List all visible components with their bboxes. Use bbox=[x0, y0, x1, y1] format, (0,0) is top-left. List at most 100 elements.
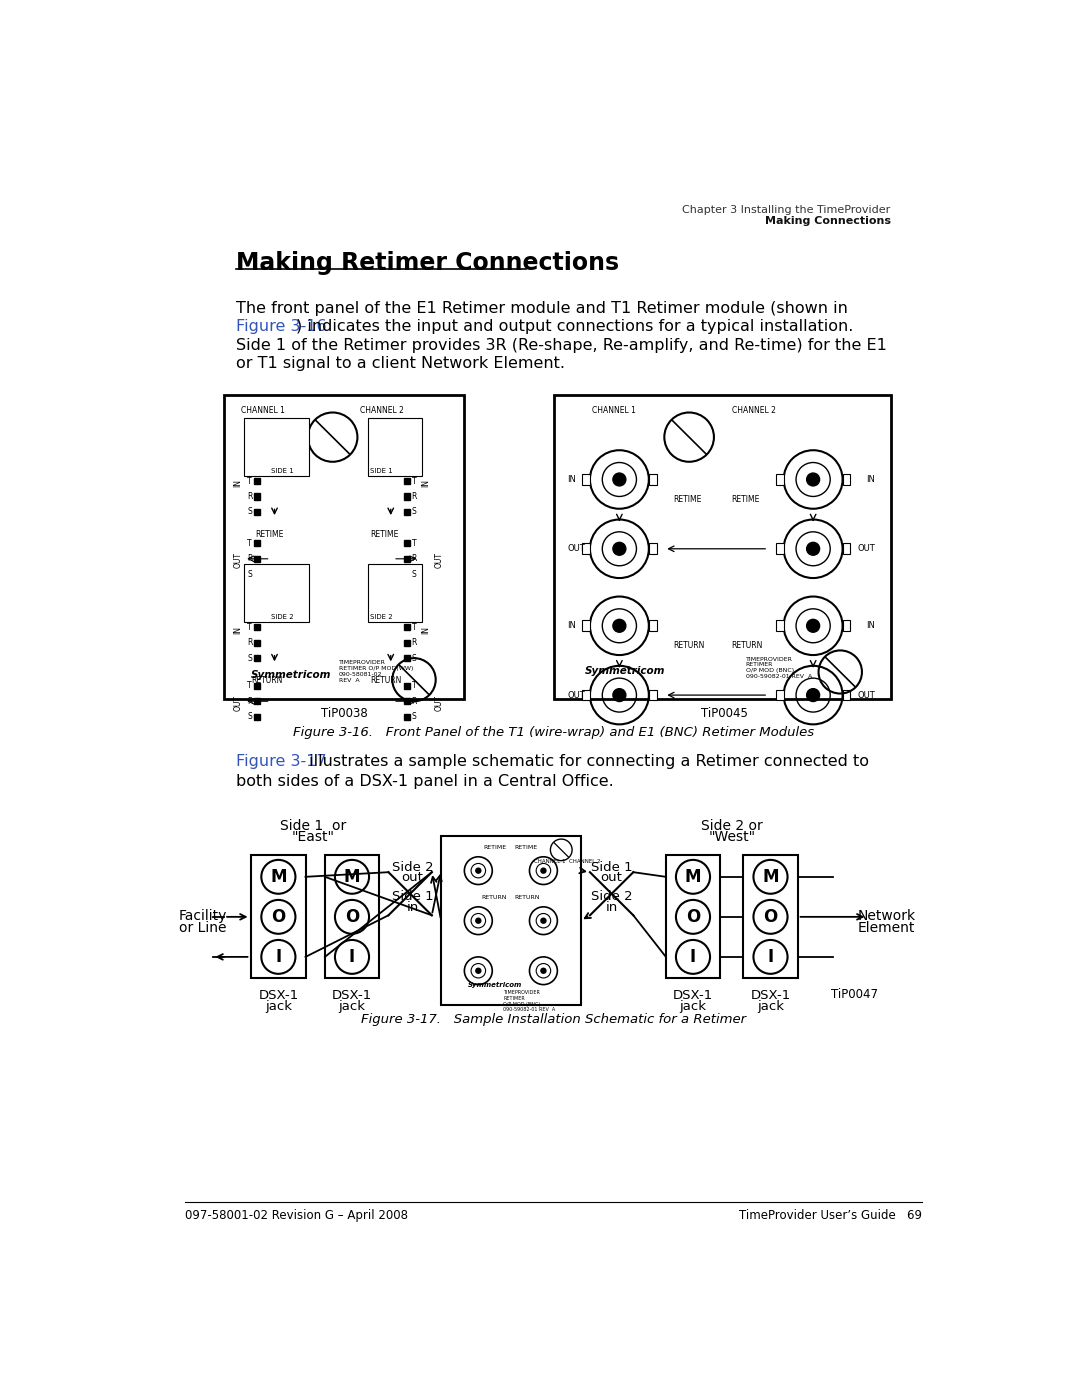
Text: IN: IN bbox=[567, 622, 577, 630]
Text: OUT: OUT bbox=[233, 694, 243, 711]
Text: Side 1: Side 1 bbox=[591, 861, 633, 873]
Bar bbox=[254, 698, 260, 704]
Text: jack: jack bbox=[338, 1000, 365, 1013]
Text: M: M bbox=[343, 868, 361, 886]
Text: M: M bbox=[270, 868, 286, 886]
Bar bbox=[404, 683, 410, 689]
Text: jack: jack bbox=[679, 1000, 706, 1013]
Circle shape bbox=[807, 619, 820, 633]
Circle shape bbox=[612, 542, 625, 555]
Text: RETURN: RETURN bbox=[482, 895, 507, 900]
Bar bbox=[582, 690, 590, 700]
Text: OUT: OUT bbox=[858, 690, 875, 700]
Circle shape bbox=[476, 868, 481, 873]
Text: R: R bbox=[247, 697, 253, 705]
Text: M: M bbox=[762, 868, 779, 886]
Text: S: S bbox=[247, 654, 252, 662]
Text: O: O bbox=[271, 908, 285, 926]
Bar bbox=[404, 698, 410, 704]
Circle shape bbox=[612, 689, 625, 701]
Bar bbox=[582, 543, 590, 555]
Text: IN: IN bbox=[421, 479, 430, 488]
Text: S: S bbox=[411, 507, 416, 517]
Bar bbox=[582, 620, 590, 631]
Text: S: S bbox=[247, 712, 252, 721]
Text: RETURN: RETURN bbox=[515, 895, 540, 900]
Circle shape bbox=[541, 868, 545, 873]
Text: Making Retimer Connections: Making Retimer Connections bbox=[235, 251, 619, 275]
Bar bbox=[554, 395, 891, 698]
Text: O: O bbox=[764, 908, 778, 926]
Bar bbox=[404, 655, 410, 661]
Text: R: R bbox=[247, 555, 253, 563]
Text: TIMEPROVIDER
RETIMER
O/P MOD (BNC)
090-59082-01 REV  A: TIMEPROVIDER RETIMER O/P MOD (BNC) 090-5… bbox=[745, 657, 812, 679]
Bar bbox=[404, 571, 410, 577]
Text: TiP0047: TiP0047 bbox=[831, 989, 878, 1002]
Bar bbox=[649, 474, 657, 485]
Bar bbox=[404, 509, 410, 515]
Bar bbox=[404, 624, 410, 630]
Text: T: T bbox=[411, 539, 416, 548]
Bar bbox=[775, 620, 784, 631]
Text: Side 1 of the Retimer provides 3R (Re-shape, Re-amplify, and Re-time) for the E1: Side 1 of the Retimer provides 3R (Re-sh… bbox=[235, 338, 887, 353]
Bar bbox=[254, 541, 260, 546]
Text: S: S bbox=[247, 507, 252, 517]
Text: out: out bbox=[402, 872, 423, 884]
Bar bbox=[367, 418, 422, 475]
Bar bbox=[225, 395, 464, 698]
Text: RETIME: RETIME bbox=[255, 529, 283, 538]
Text: IN: IN bbox=[567, 475, 577, 483]
Text: OUT: OUT bbox=[435, 694, 444, 711]
Bar bbox=[367, 564, 422, 622]
Bar bbox=[404, 556, 410, 562]
Text: SIDE 2: SIDE 2 bbox=[271, 615, 294, 620]
Text: Making Connections: Making Connections bbox=[765, 217, 891, 226]
Text: jack: jack bbox=[757, 1000, 784, 1013]
Text: "East": "East" bbox=[292, 830, 335, 844]
Bar bbox=[842, 474, 850, 485]
Text: TimeProvider User’s Guide   69: TimeProvider User’s Guide 69 bbox=[739, 1208, 921, 1222]
Bar bbox=[775, 543, 784, 555]
Text: I: I bbox=[349, 949, 355, 965]
Bar bbox=[254, 493, 260, 500]
Text: RETIME: RETIME bbox=[484, 845, 507, 851]
Text: T: T bbox=[411, 682, 416, 690]
Text: R: R bbox=[411, 555, 416, 563]
Text: DSX-1: DSX-1 bbox=[751, 989, 791, 1002]
Bar bbox=[404, 478, 410, 485]
Text: CHANNEL 1: CHANNEL 1 bbox=[592, 405, 636, 415]
Text: T: T bbox=[411, 476, 416, 486]
Text: OUT: OUT bbox=[858, 545, 875, 553]
Bar bbox=[254, 478, 260, 485]
Text: T: T bbox=[411, 623, 416, 631]
Text: M: M bbox=[685, 868, 701, 886]
Text: RETURN: RETURN bbox=[674, 641, 705, 650]
Text: in: in bbox=[406, 901, 419, 914]
Text: TiP0038: TiP0038 bbox=[321, 707, 367, 719]
Circle shape bbox=[807, 474, 820, 486]
Bar bbox=[254, 655, 260, 661]
Text: RETIME: RETIME bbox=[369, 529, 399, 538]
Text: R: R bbox=[247, 492, 253, 502]
Text: Side 1: Side 1 bbox=[392, 890, 433, 902]
Text: TIMEPROVIDER
RETIMER O/P MOD(WW)
090-58081-02
REV  A: TIMEPROVIDER RETIMER O/P MOD(WW) 090-580… bbox=[339, 661, 414, 683]
Circle shape bbox=[541, 968, 545, 974]
Text: IN: IN bbox=[233, 479, 243, 488]
Text: OUT: OUT bbox=[567, 545, 585, 553]
Text: Figure 3-17.   Sample Installation Schematic for a Retimer: Figure 3-17. Sample Installation Schemat… bbox=[361, 1013, 746, 1027]
Text: Figure 3-16.   Front Panel of the T1 (wire-wrap) and E1 (BNC) Retimer Modules: Figure 3-16. Front Panel of the T1 (wire… bbox=[293, 726, 814, 739]
Text: RETURN: RETURN bbox=[369, 676, 401, 685]
Text: RETURN: RETURN bbox=[252, 676, 283, 685]
Text: T: T bbox=[247, 682, 252, 690]
Text: O: O bbox=[686, 908, 700, 926]
Text: R: R bbox=[411, 492, 416, 502]
Text: SIDE 1: SIDE 1 bbox=[369, 468, 392, 474]
Circle shape bbox=[612, 619, 625, 633]
Text: Figure 3-17: Figure 3-17 bbox=[235, 754, 326, 770]
Text: 097-58001-02 Revision G – April 2008: 097-58001-02 Revision G – April 2008 bbox=[186, 1208, 408, 1222]
Text: in: in bbox=[606, 901, 618, 914]
Text: TIMEPROVIDER
RETIMER
O/P MOD (BNC)
090-59082-01 REV  A: TIMEPROVIDER RETIMER O/P MOD (BNC) 090-5… bbox=[503, 990, 555, 1013]
Text: RETIME: RETIME bbox=[674, 495, 702, 504]
Text: Symmetricom: Symmetricom bbox=[252, 671, 332, 680]
Bar bbox=[649, 543, 657, 555]
